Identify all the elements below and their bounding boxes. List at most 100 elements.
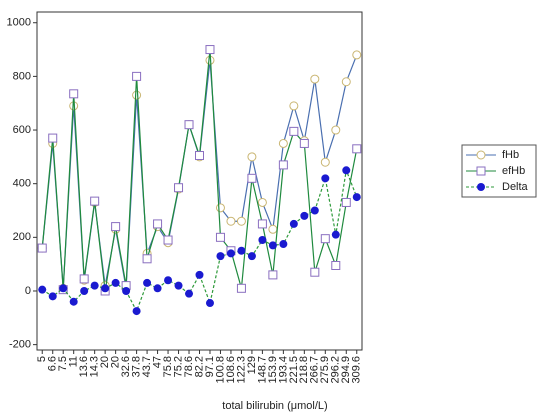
data-point: [299, 138, 309, 148]
data-point: [90, 281, 99, 290]
data-point: [79, 274, 89, 284]
data-point: [321, 174, 330, 183]
data-point: [352, 144, 362, 154]
data-point: [331, 125, 341, 135]
data-point: [143, 278, 152, 287]
x-tick-label: 11: [68, 356, 80, 367]
data-point: [278, 160, 288, 170]
data-point: [289, 219, 298, 228]
data-point: [122, 286, 131, 295]
data-point: [216, 252, 225, 261]
data-point: [237, 246, 246, 255]
data-point: [257, 219, 267, 229]
data-point: [279, 240, 288, 249]
data-point: [226, 249, 235, 258]
x-tick-label: 47: [151, 356, 163, 368]
x-tick-label: 5: [36, 356, 48, 362]
legend-marker: [477, 183, 485, 191]
x-tick-label: 193.4: [277, 356, 289, 384]
x-tick-label: 153.9: [267, 356, 279, 384]
x-tick-label: 75.8: [162, 356, 174, 377]
data-point: [59, 284, 68, 293]
data-point: [142, 254, 152, 264]
legend-marker: [476, 150, 486, 160]
series-line: [41, 54, 358, 289]
x-tick-label: 6.6: [47, 356, 59, 371]
data-point: [174, 281, 183, 290]
x-tick-label: 20: [110, 356, 122, 368]
legend-label: Delta: [502, 181, 529, 193]
data-point: [153, 219, 163, 229]
x-tick-label: 266.7: [309, 356, 321, 384]
data-point: [236, 216, 246, 226]
data-point: [289, 126, 299, 136]
data-point: [48, 133, 58, 143]
data-point: [37, 243, 47, 253]
data-point: [331, 230, 340, 239]
data-point: [257, 197, 267, 207]
data-point: [205, 299, 214, 308]
data-point: [341, 77, 351, 87]
data-point: [38, 285, 47, 294]
data-point: [310, 74, 320, 84]
x-tick-label: 148.7: [256, 356, 268, 384]
data-point: [195, 151, 204, 161]
x-tick-label: 221.5: [288, 356, 300, 384]
data-point: [268, 270, 278, 280]
data-point: [69, 89, 79, 99]
x-tick-label: 14.3: [89, 356, 101, 377]
plot-frame: [36, 11, 363, 351]
x-tick-label: 13.6: [78, 356, 90, 377]
data-point: [320, 234, 330, 244]
data-point: [164, 276, 173, 285]
data-point: [184, 120, 194, 130]
x-tick-label: 75.2: [172, 356, 184, 377]
y-tick-label: 600: [13, 124, 31, 136]
y-tick-label: 800: [13, 70, 31, 82]
data-point: [185, 289, 194, 298]
x-tick-label: 275.9: [319, 356, 331, 384]
data-point: [163, 235, 173, 245]
x-tick-label: 294.9: [340, 356, 352, 384]
data-point: [310, 206, 319, 215]
y-tick-label: 200: [13, 231, 31, 243]
series-line: [41, 49, 358, 292]
y-tick-label: -200: [9, 339, 31, 351]
data-point: [101, 284, 110, 293]
legend-marker: [476, 166, 486, 176]
x-tick-label: 37.8: [131, 356, 143, 377]
data-point: [132, 307, 141, 316]
data-point: [300, 211, 309, 220]
data-point: [48, 292, 57, 301]
y-tick-label: 1000: [7, 17, 31, 29]
data-point: [90, 196, 100, 206]
data-point: [195, 270, 204, 279]
x-tick-label: 43.7: [141, 356, 153, 377]
y-tick-label: 0: [25, 285, 31, 297]
data-point: [352, 50, 362, 60]
data-point: [258, 236, 267, 245]
data-point: [205, 45, 215, 55]
x-tick-label: 100.8: [214, 356, 226, 384]
data-point: [247, 152, 257, 162]
data-point: [320, 157, 330, 167]
data-point: [247, 173, 257, 183]
data-point: [111, 278, 120, 287]
x-tick-label: 296.2: [330, 356, 342, 384]
data-point: [226, 216, 236, 226]
data-point: [342, 166, 351, 175]
data-point: [236, 283, 246, 293]
x-tick-label: 122.3: [235, 356, 247, 384]
data-point: [268, 241, 277, 250]
x-tick-label: 108.6: [225, 356, 237, 384]
data-point: [247, 252, 256, 261]
data-point: [153, 284, 162, 293]
data-point: [341, 197, 351, 207]
x-tick-label: 309.6: [351, 356, 363, 384]
legend-label: efHb: [502, 165, 525, 177]
legend-label: fHb: [502, 149, 519, 161]
data-point: [278, 138, 288, 148]
x-tick-label: 218.8: [298, 356, 310, 384]
x-tick-label: 20: [99, 356, 111, 368]
y-tick-label: 400: [13, 178, 31, 190]
